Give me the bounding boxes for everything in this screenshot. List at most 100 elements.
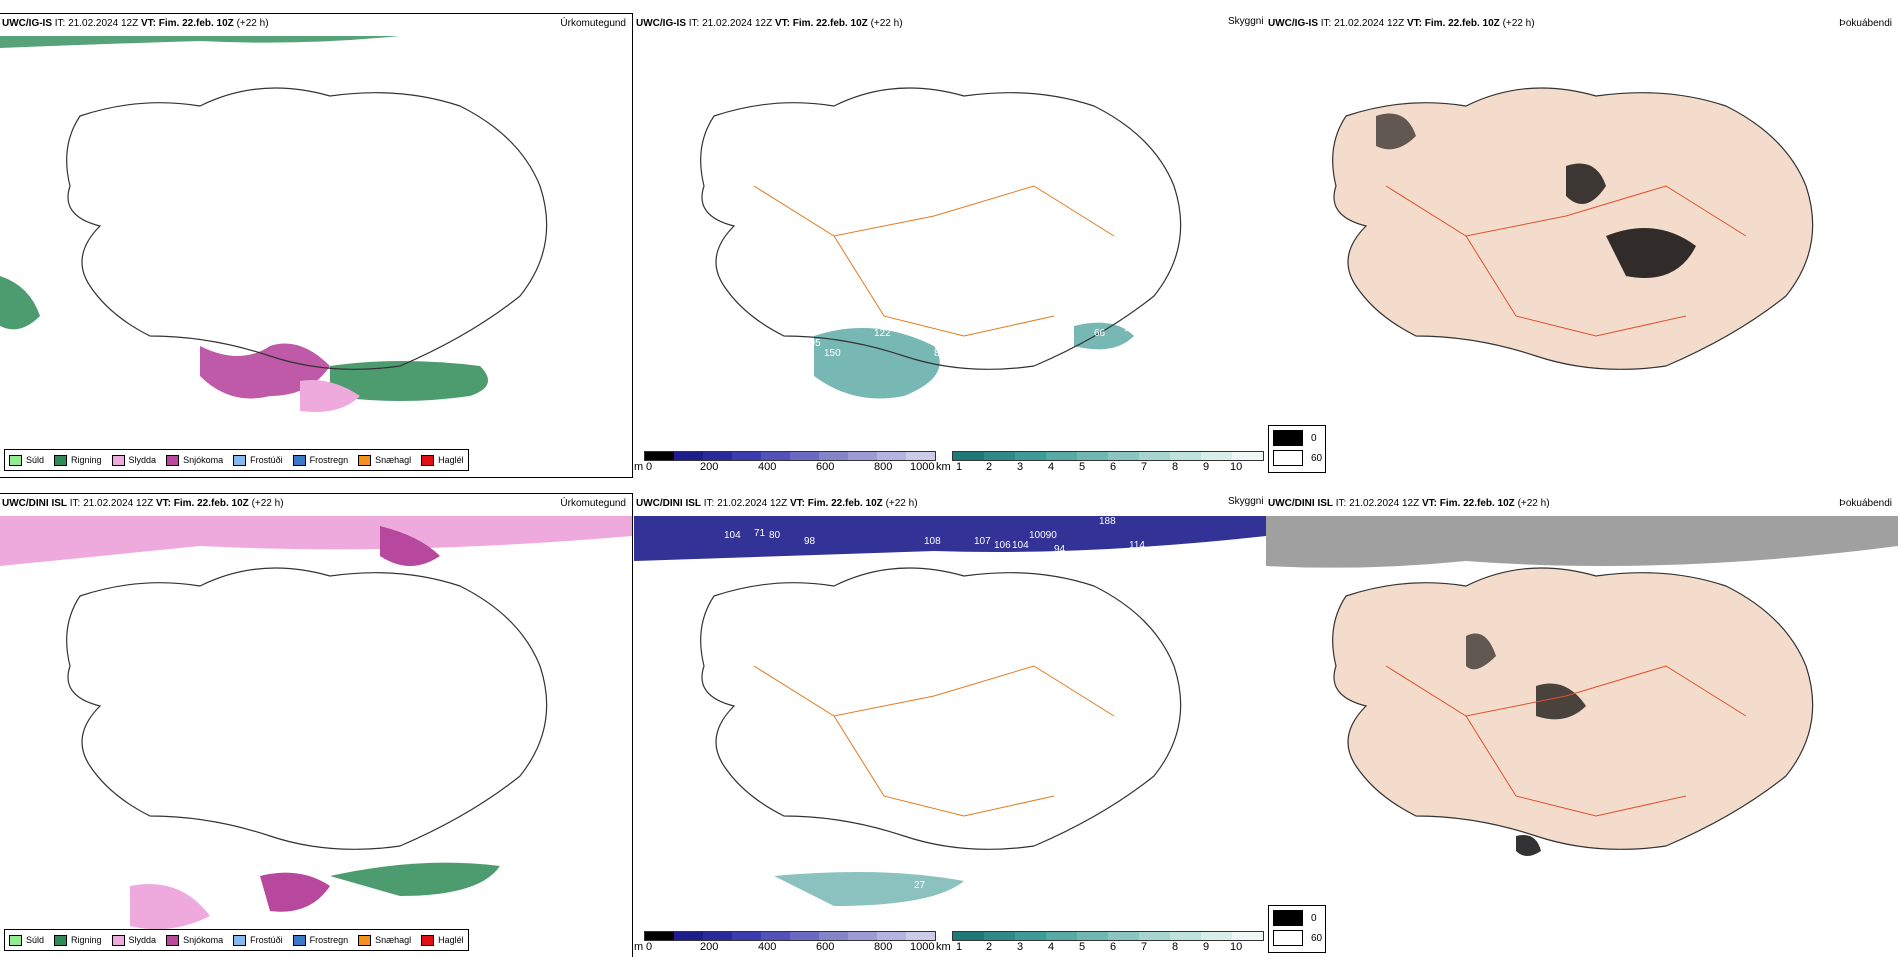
tick-label: 8 <box>1172 941 1179 953</box>
tick-label: 1 <box>956 941 963 953</box>
panel-cloudbase-dini: UWC/DINI ISL IT: 21.02.2024 12Z VT: Fim.… <box>634 494 1266 957</box>
snow-area-north <box>380 526 440 566</box>
panel-precip-dini: UWC/DINI ISL IT: 21.02.2024 12Z VT: Fim.… <box>0 493 633 957</box>
low-cloud-area-south <box>774 872 964 906</box>
precip-type-legend: Súld Rigning Slydda Snjókoma Frostúði Fr… <box>4 449 469 471</box>
cloud-label: 71 <box>754 528 766 539</box>
fog-band-north <box>1266 516 1898 568</box>
skyggni-label: Skyggni <box>1228 496 1264 507</box>
tick-label: 7 <box>1141 941 1148 953</box>
cloud-label: 80 <box>769 530 781 541</box>
tick-label: 800 <box>874 941 893 953</box>
tick-label: 10 <box>1230 461 1243 473</box>
cloud-label: 108 <box>924 536 941 547</box>
tick-label: 7 <box>1141 461 1148 473</box>
rain-band-north <box>0 36 400 48</box>
rain-area <box>330 361 488 401</box>
cloud-label: 188 <box>1099 516 1116 527</box>
colorbar-unit-km: km <box>936 461 951 473</box>
panel-header: UWC/DINI ISL IT: 21.02.2024 12Z VT: Fim.… <box>1268 498 1550 509</box>
fog-map <box>1266 516 1898 856</box>
colorbar-unit-km: km <box>936 941 951 953</box>
snow-area-south <box>260 872 330 912</box>
legend-item: Haglél <box>421 454 464 466</box>
fog-legend-value: 0 <box>1311 432 1317 444</box>
legend-item: Slydda <box>111 454 156 466</box>
cloud-label: 82 <box>934 348 946 359</box>
cloud-label: 122 <box>874 328 891 339</box>
cloud-label: 102 <box>1054 273 1071 284</box>
tick-label: 6 <box>1110 941 1117 953</box>
precip-map <box>0 36 548 412</box>
tick-label: 2 <box>986 941 993 953</box>
tick-label: 2 <box>986 461 993 473</box>
cloud-label: 104 <box>724 530 741 541</box>
tick-label: 1000 <box>910 941 935 953</box>
road-network <box>1385 185 1747 337</box>
tick-label: 0 <box>646 461 653 473</box>
panel-header: UWC/IG-IS IT: 21.02.2024 12Z VT: Fim. 22… <box>636 18 903 29</box>
tick-label: 4 <box>1048 941 1055 953</box>
fog-legend: 0 60 <box>1268 425 1326 473</box>
panel-fog-igis: UWC/IG-IS IT: 21.02.2024 12Z VT: Fim. 22… <box>1266 14 1898 477</box>
precip-map <box>0 516 632 930</box>
cloud-label: 107 <box>974 536 991 547</box>
tick-label: 8 <box>1172 461 1179 473</box>
colorbar-unit-m: m <box>634 941 644 953</box>
tick-label: 1000 <box>910 461 935 473</box>
iceland-outline <box>700 567 1182 850</box>
fog-patch <box>1466 633 1496 670</box>
fog-legend-value: 60 <box>1311 452 1323 464</box>
legend-item: Frostregn <box>292 934 348 946</box>
cloud-label: 105 <box>804 338 821 349</box>
cloud-label: 128 <box>1044 896 1061 907</box>
sleet-area <box>300 380 360 412</box>
road-network <box>753 185 1115 337</box>
legend-item: Snæhagl <box>358 454 411 466</box>
panel-header: UWC/IG-IS IT: 21.02.2024 12Z VT: Fim. 22… <box>2 18 269 29</box>
panel-cloudbase-igis: UWC/IG-IS IT: 21.02.2024 12Z VT: Fim. 22… <box>634 14 1266 477</box>
low-cloud-area-east <box>1074 322 1134 350</box>
tick-label: 400 <box>758 941 777 953</box>
precip-type-legend: Súld Rigning Slydda Snjókoma Frostúði Fr… <box>4 929 469 951</box>
cloud-label: 98 <box>804 536 816 547</box>
road-network <box>753 665 1115 817</box>
cloudbase-map: 104 71 80 98 108 107 106 104 10090 94 18… <box>634 516 1266 907</box>
cloudbase-colorbar: m 0 200 400 600 800 1000 km 1 2 3 4 5 6 … <box>634 447 1266 475</box>
iceland-outline <box>66 87 548 370</box>
legend-item: Rigning <box>54 454 102 466</box>
cloud-label: 94 <box>1054 544 1066 555</box>
legend-item: Súld <box>9 454 44 466</box>
legend-item: Frostúði <box>233 454 283 466</box>
rain-area-south <box>330 862 500 896</box>
fog-patch <box>1606 228 1696 278</box>
legend-item: Rigning <box>54 934 102 946</box>
panel-header: UWC/IG-IS IT: 21.02.2024 12Z VT: Fim. 22… <box>1268 18 1535 29</box>
colorbar-km <box>952 931 1264 941</box>
tick-label: 9 <box>1203 941 1210 953</box>
cloud-label: 114 <box>1129 540 1145 551</box>
fog-legend: 0 60 <box>1268 905 1326 953</box>
tick-label: 0 <box>646 941 653 953</box>
fog-legend-value: 60 <box>1311 932 1323 944</box>
tick-label: 1 <box>956 461 963 473</box>
tick-label: 600 <box>816 461 835 473</box>
tick-label: 5 <box>1079 461 1086 473</box>
iceland-outline <box>700 87 1182 370</box>
colorbar-m <box>644 451 936 461</box>
colorbar-km <box>952 451 1264 461</box>
cloud-label: 106 <box>994 540 1011 551</box>
tick-label: 200 <box>700 941 719 953</box>
tick-label: 10 <box>1230 941 1243 953</box>
low-cloud-area <box>814 328 940 399</box>
tick-label: 3 <box>1017 941 1024 953</box>
panel-fog-dini: UWC/DINI ISL IT: 21.02.2024 12Z VT: Fim.… <box>1266 494 1898 957</box>
sleet-area-south <box>130 884 210 930</box>
panel-header: UWC/DINI ISL IT: 21.02.2024 12Z VT: Fim.… <box>2 498 284 509</box>
panel-field-name: Úrkomutegund <box>560 498 626 509</box>
legend-item: Slydda <box>111 934 156 946</box>
fog-map <box>1332 87 1814 370</box>
colorbar-unit-m: m <box>634 461 644 473</box>
panel-field-name: Þokuábendi <box>1839 498 1892 509</box>
tick-label: 5 <box>1079 941 1086 953</box>
